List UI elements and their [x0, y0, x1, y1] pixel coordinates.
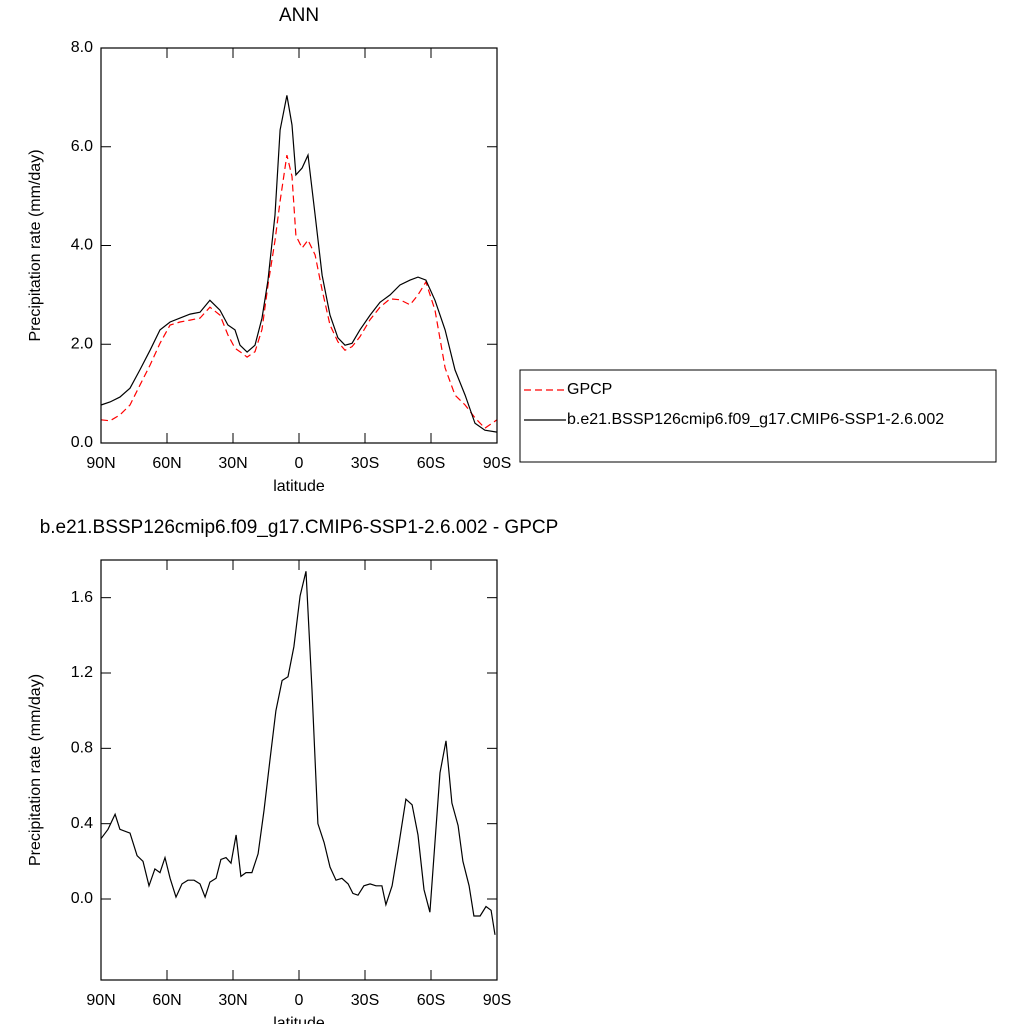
y-axis-label: Precipitation rate (mm/day): [27, 674, 44, 866]
data-line: [100, 154, 498, 429]
x-tick-label: 30S: [351, 455, 379, 472]
x-tick-label: 90N: [86, 455, 115, 472]
x-tick-label: 60S: [417, 992, 445, 1009]
y-tick-label: 0.0: [71, 434, 93, 451]
plot-frame: [100, 559, 498, 981]
plot-frame: [100, 47, 498, 444]
data-line: [100, 571, 496, 935]
legend-label: b.e21.BSSP126cmip6.f09_g17.CMIP6-SSP1-2.…: [567, 411, 944, 428]
y-tick-label: 4.0: [71, 237, 93, 254]
y-tick-label: 0.0: [71, 890, 93, 907]
y-tick-label: 0.8: [71, 740, 93, 757]
chart-title: b.e21.BSSP126cmip6.f09_g17.CMIP6-SSP1-2.…: [40, 517, 559, 538]
y-tick-label: 8.0: [71, 39, 93, 56]
y-tick-label: 2.0: [71, 335, 93, 352]
chart-title: ANN: [279, 5, 319, 26]
x-axis-label: latitude: [273, 478, 325, 495]
x-axis-label: latitude: [273, 1015, 325, 1024]
x-tick-label: 0: [295, 992, 304, 1009]
x-tick-label: 30N: [218, 455, 247, 472]
x-tick-label: 60S: [417, 455, 445, 472]
y-tick-label: 1.2: [71, 664, 93, 681]
x-tick-label: 30N: [218, 992, 247, 1009]
x-tick-label: 30S: [351, 992, 379, 1009]
x-tick-label: 90S: [483, 992, 511, 1009]
x-tick-label: 60N: [152, 455, 181, 472]
y-tick-label: 6.0: [71, 138, 93, 155]
x-tick-label: 90S: [483, 455, 511, 472]
x-tick-label: 90N: [86, 992, 115, 1009]
legend-label: GPCP: [567, 381, 612, 398]
x-tick-label: 0: [295, 455, 304, 472]
legend-box: [519, 369, 997, 463]
y-tick-label: 1.6: [71, 589, 93, 606]
data-line: [100, 95, 498, 433]
y-axis-label: Precipitation rate (mm/day): [27, 149, 44, 341]
x-tick-label: 60N: [152, 992, 181, 1009]
y-tick-label: 0.4: [71, 815, 93, 832]
